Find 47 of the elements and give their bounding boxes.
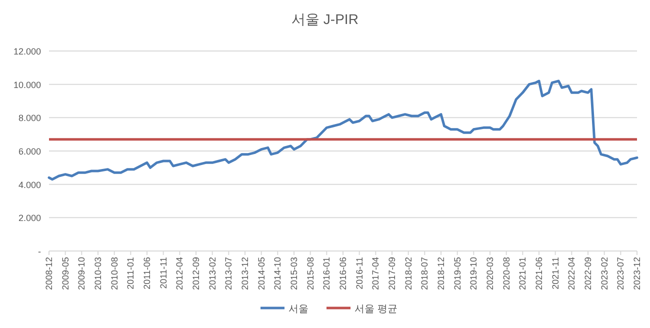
y-tick-label: -: [38, 246, 41, 256]
x-tick-label: 2021-11: [550, 257, 560, 290]
x-tick-label: 2021-01: [518, 257, 528, 290]
x-tick-label: 2020-03: [485, 257, 495, 290]
chart-title: 서울 J-PIR: [292, 11, 358, 27]
x-tick-label: 2015-03: [289, 257, 299, 290]
y-tick-label: 2.000: [18, 213, 41, 224]
x-tick-label: 2015-08: [305, 257, 316, 290]
x-tick-label: 2013-07: [224, 257, 234, 290]
x-tick-label: 2014-10: [272, 257, 283, 290]
x-tick-label: 2008-12: [44, 257, 54, 290]
x-tick-label: 2016-06: [338, 257, 348, 290]
y-tick-label: 8.000: [18, 113, 41, 124]
x-tick-label: 2018-07: [420, 257, 430, 290]
x-tick-label: 2013-12: [240, 257, 250, 290]
x-tick-label: 2022-09: [583, 257, 593, 290]
x-tick-label: 2019-10: [468, 257, 479, 290]
x-tick-label: 2011-01: [126, 257, 136, 290]
y-tick-label: 6.000: [18, 146, 41, 156]
x-tick-label: 2020-08: [501, 257, 512, 290]
x-tick-label: 2018-12: [436, 257, 446, 290]
x-tick-label: 2022-04: [566, 257, 577, 290]
x-tick-label: 2023-02: [599, 257, 610, 290]
legend-label: 서울: [288, 304, 308, 315]
x-tick-label: 2010-08: [109, 257, 120, 290]
x-tick-label: 2017-09: [387, 257, 397, 290]
x-tick-label: 2013-02: [207, 257, 218, 290]
x-tick-label: 2012-04: [174, 257, 185, 290]
x-tick-label: 2023-07: [616, 257, 626, 290]
y-tick-label: 12.000: [13, 46, 41, 56]
x-tick-label: 2009-10: [76, 257, 87, 290]
x-tick-label: 2018-02: [403, 257, 414, 290]
x-tick-label: 2010-03: [93, 257, 103, 290]
x-tick-label: 2011-06: [142, 257, 152, 290]
x-tick-label: 2009-05: [60, 257, 70, 290]
x-tick-label: 2016-01: [322, 257, 332, 290]
x-tick-label: 2021-06: [534, 257, 544, 290]
legend-label: 서울 평균: [354, 304, 398, 315]
x-tick-label: 2019-05: [452, 257, 462, 290]
x-tick-label: 2012-09: [191, 257, 201, 290]
x-tick-label: 2017-04: [370, 257, 381, 290]
x-tick-label: 2014-05: [256, 257, 266, 290]
x-tick-label: 2016-11: [354, 257, 364, 290]
x-tick-label: 2023-12: [632, 257, 642, 290]
x-tick-label: 2011-11: [158, 257, 168, 289]
y-tick-label: 10.000: [13, 80, 41, 90]
y-tick-label: 4.000: [18, 180, 41, 190]
